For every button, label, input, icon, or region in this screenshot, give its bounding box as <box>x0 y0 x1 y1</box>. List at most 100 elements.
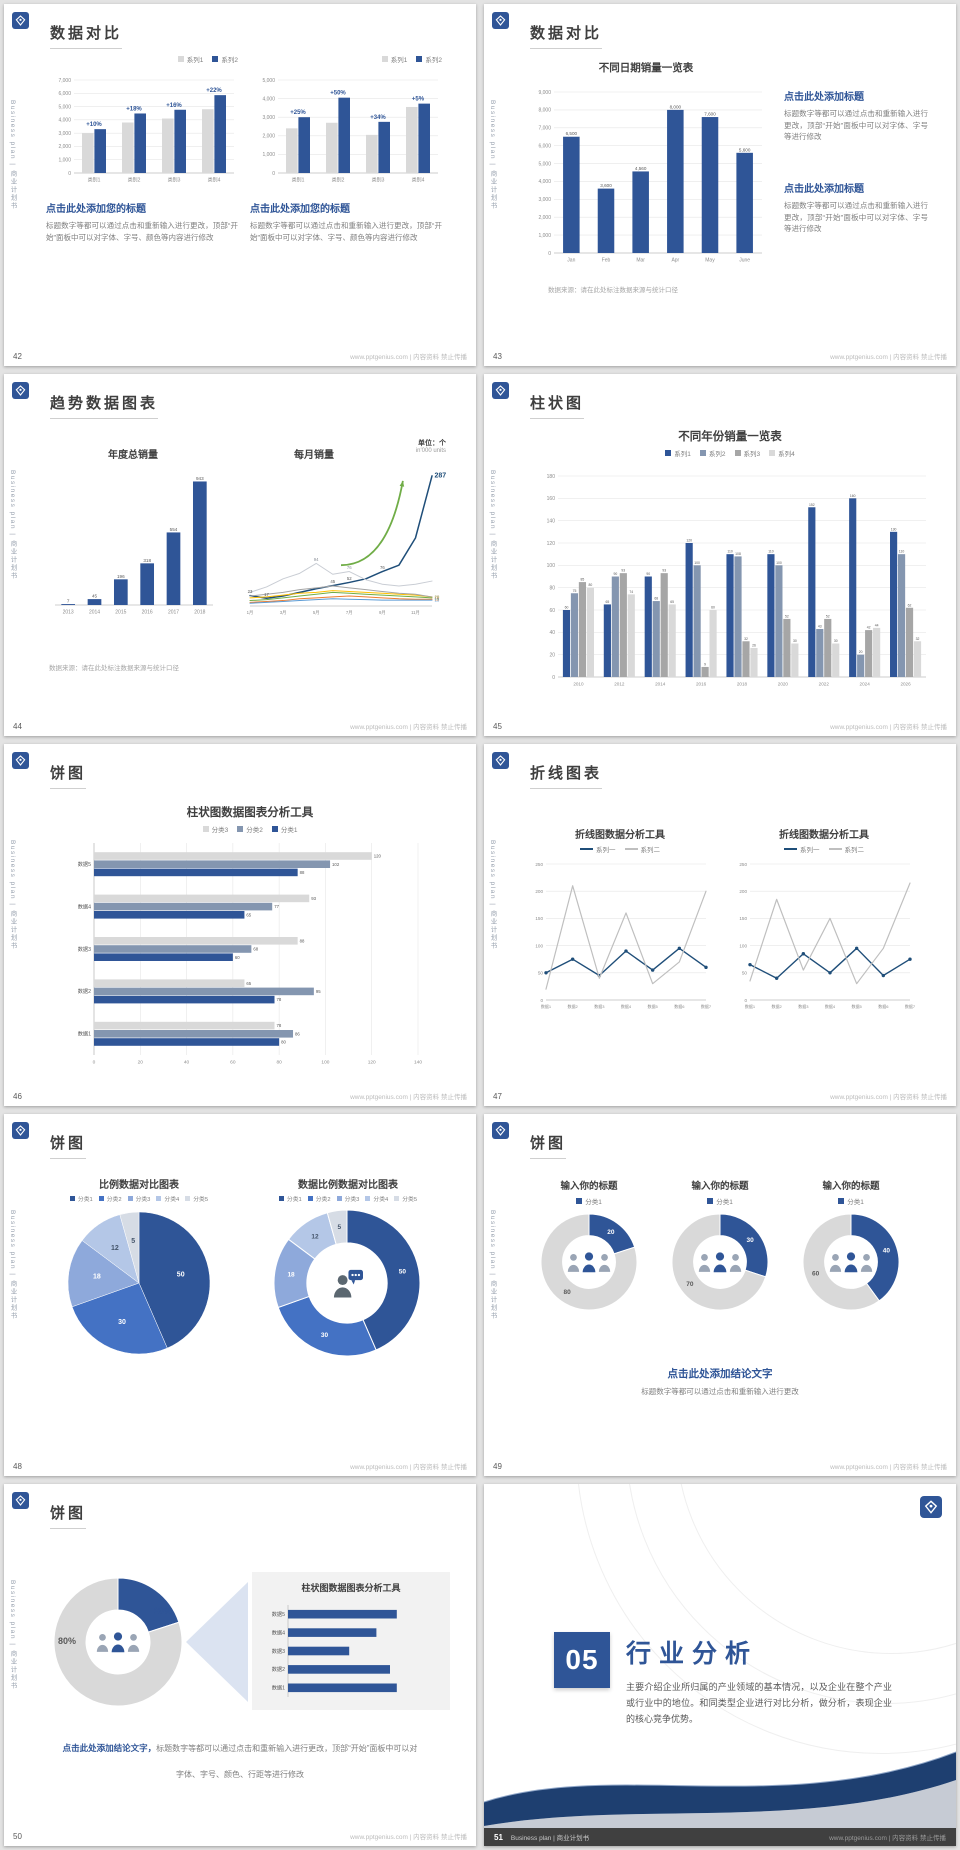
slide-47-thumbnail[interactable]: Business plan | 商业计划书 折线图表 折线图数据分析工具 系列一… <box>484 744 956 1106</box>
svg-text:数据1: 数据1 <box>541 1003 552 1009</box>
svg-text:43: 43 <box>818 624 822 628</box>
slide-50-thumbnail[interactable]: Business plan | 商业计划书 饼图 80% 20% 柱状图数据图表… <box>4 1484 476 1846</box>
svg-text:17: 17 <box>264 592 269 597</box>
legend-label: 分类1 <box>847 1199 864 1206</box>
section-number: 05 <box>554 1632 610 1688</box>
chart-title: 输入你的标题 <box>822 1181 880 1192</box>
svg-text:75: 75 <box>573 589 577 593</box>
donut-chart-2: 30 70 <box>670 1212 770 1312</box>
page-number: 50 <box>13 1832 22 1841</box>
svg-text:+10%: +10% <box>86 122 102 128</box>
legend-label: 分类1 <box>585 1199 602 1206</box>
person-chat-icon <box>326 1267 368 1299</box>
svg-text:554: 554 <box>170 527 178 532</box>
svg-text:80: 80 <box>549 585 555 591</box>
legend-label: 系列2 <box>221 57 238 64</box>
legend-label: 分类3 <box>135 1197 151 1203</box>
svg-text:1月: 1月 <box>247 610 254 616</box>
brand-logo <box>12 1122 29 1139</box>
svg-text:44: 44 <box>875 623 879 627</box>
svg-text:数据2: 数据2 <box>78 987 91 995</box>
slide-46-thumbnail[interactable]: Business plan | 商业计划书 饼图 柱状图数据图表分析工具 分类3… <box>4 744 476 1106</box>
blue-percent-label: 20% <box>154 1606 173 1616</box>
slide-44-thumbnail[interactable]: Business plan | 商业计划书 趋势数据图表 年度总销量 2013 7… <box>4 374 476 736</box>
svg-text:20: 20 <box>138 1060 144 1066</box>
svg-text:0: 0 <box>540 998 543 1003</box>
grouped-column-chart-left: 7,000 6,000 5,000 4,000 3,000 2,000 1,000 0 类别1 +… <box>46 66 238 184</box>
svg-text:+5%: +5% <box>412 97 425 103</box>
panel-title: 柱状图数据图表分析工具 <box>301 1583 401 1593</box>
chart-title: 数据比例数据对比图表 <box>298 1180 398 1191</box>
svg-text:2014: 2014 <box>655 682 666 687</box>
svg-text:类别3: 类别3 <box>168 177 181 184</box>
svg-text:250: 250 <box>739 862 747 867</box>
svg-text:5,000: 5,000 <box>262 78 275 84</box>
svg-text:93: 93 <box>311 896 316 901</box>
slide-45-thumbnail[interactable]: Business plan | 商业计划书 柱状图 不同年份销量一览表 系列1 … <box>484 374 956 736</box>
svg-text:2014: 2014 <box>89 610 100 616</box>
svg-text:5,000: 5,000 <box>538 161 551 167</box>
svg-text:150: 150 <box>535 916 543 921</box>
slide-49-thumbnail[interactable]: Business plan | 商业计划书 饼图 输入你的标题 分类1 20 80… <box>484 1114 956 1476</box>
slide-42-thumbnail[interactable]: Business plan | 商业计划书 数据对比 系列1 系列2 7,000… <box>4 4 476 366</box>
svg-text:12: 12 <box>111 1245 119 1252</box>
svg-text:类别2: 类别2 <box>128 177 141 184</box>
site-footer: www.pptgenius.com | 内容资料 禁止传播 <box>830 1094 947 1101</box>
page-number: 47 <box>493 1092 502 1101</box>
svg-text:130: 130 <box>891 527 897 531</box>
slide-title: 饼图 <box>530 1132 567 1159</box>
slide-43-thumbnail[interactable]: Business plan | 商业计划书 数据对比 不同日期销量一览表 9,0… <box>484 4 956 366</box>
gray-percent-label: 80% <box>58 1636 77 1646</box>
svg-text:+50%: +50% <box>330 91 346 97</box>
svg-text:40: 40 <box>184 1060 190 1066</box>
series2-line-swatch <box>624 848 638 850</box>
page-number: 43 <box>493 352 502 361</box>
svg-text:100: 100 <box>739 943 747 948</box>
svg-text:65: 65 <box>246 912 251 917</box>
legend-label: 系列1 <box>390 57 408 64</box>
legend-label: 系列二 <box>844 847 865 854</box>
svg-text:数据1: 数据1 <box>745 1003 756 1009</box>
monthly-sales-line-chart: 1月 3月 5月 7月 9月 11月 287 18 20 15 20 13 23 17 45 52 76 94 76 <box>240 464 448 616</box>
svg-text:45: 45 <box>92 594 98 599</box>
horizontal-bar-chart: 0 20 40 60 80 100 120 140 数据5 120 102 88 数据4 93 77 65 数据… <box>64 840 434 1066</box>
brand-logo <box>492 752 509 769</box>
svg-text:95: 95 <box>316 989 321 994</box>
slide-51-thumbnail[interactable]: 05 行业分析 主要介绍企业所归属的产业领域的基本情况，以及企业在整个产业或行业… <box>484 1484 956 1846</box>
cat2-swatch <box>307 1196 313 1201</box>
svg-text:5: 5 <box>131 1238 135 1245</box>
svg-text:9月: 9月 <box>379 610 386 616</box>
svg-text:9: 9 <box>704 662 706 666</box>
svg-text:20: 20 <box>859 650 863 654</box>
cat2-swatch <box>98 1196 104 1201</box>
svg-text:65: 65 <box>246 981 251 986</box>
sidebar-vertical-text: Business plan | 商业计划书 <box>9 1580 16 1690</box>
svg-text:2017: 2017 <box>168 610 179 616</box>
svg-text:数据4: 数据4 <box>825 1003 836 1009</box>
svg-text:2018: 2018 <box>737 682 748 687</box>
svg-text:108: 108 <box>735 552 741 556</box>
svg-text:1,000: 1,000 <box>58 158 71 164</box>
svg-text:20: 20 <box>549 652 555 658</box>
chart-legend: 系列1 系列2 <box>250 54 442 64</box>
legend-label: 分类1 <box>716 1199 733 1206</box>
svg-text:12: 12 <box>311 1233 319 1240</box>
slide-48-thumbnail[interactable]: Business plan | 商业计划书 饼图 比例数据对比图表 分类1 分类… <box>4 1114 476 1476</box>
svg-text:93: 93 <box>621 569 625 573</box>
brand-logo <box>12 752 29 769</box>
svg-text:数据5: 数据5 <box>272 1610 285 1618</box>
legend-label: 分类3 <box>211 827 229 834</box>
svg-text:15: 15 <box>435 597 440 602</box>
svg-text:8,000: 8,000 <box>538 108 551 114</box>
conclusion-body: 标题数字等都可以通过点击和重新输入进行更改 <box>641 1387 799 1396</box>
svg-text:80: 80 <box>589 583 593 587</box>
svg-text:74: 74 <box>629 590 633 594</box>
chart-title: 比例数据对比图表 <box>99 1180 179 1191</box>
svg-text:Apr: Apr <box>671 258 679 264</box>
cat1-swatch <box>69 1196 75 1201</box>
annual-sales-column-chart: 2013 7 2014 45 2015 196 2016 318 2017 554 2018 943 <box>49 464 217 616</box>
cat3-swatch <box>336 1196 342 1201</box>
legend-label: 系列二 <box>640 847 661 854</box>
svg-text:140: 140 <box>547 518 556 524</box>
svg-text:3,000: 3,000 <box>262 115 275 121</box>
